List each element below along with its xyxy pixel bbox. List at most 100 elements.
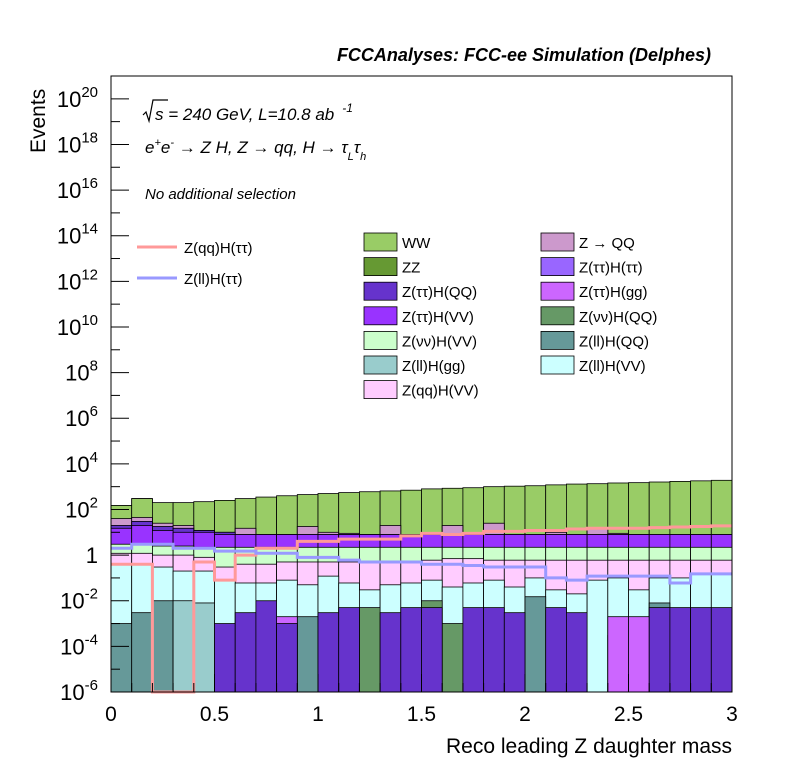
bar-z-ll-h-qq--1: [131, 612, 153, 693]
legend-label-4: Z(ττ)H(QQ): [402, 284, 477, 301]
bar-z-ll-h-gg--4: [193, 602, 215, 693]
svg-text:s = 240 GeV, L=10.8 ab-1: s = 240 GeV, L=10.8 ab -1: [155, 101, 353, 124]
bar-z-h-qq-low-17: [462, 607, 484, 693]
y-tick-label-0: 10-6: [60, 677, 98, 705]
y-tick-label-3: 1: [86, 543, 98, 568]
bar-z-h-qq-low-10: [317, 612, 340, 693]
legend-label-1: Z → QQ: [579, 235, 635, 252]
legend-label-8: Z(νν)H(VV): [402, 333, 477, 350]
legend-label-12: Z(qq)H(VV): [402, 383, 479, 400]
process-main: → Z H, Z → qq, H →: [174, 138, 341, 157]
x-tick-label-0: 0: [105, 703, 117, 726]
energy-s: s: [155, 105, 164, 124]
x-tick-label-4: 2: [519, 703, 531, 726]
bar-z-h-qq--16: [441, 623, 464, 693]
process-e1: e: [145, 138, 154, 157]
bar-z-h-qq-low-5: [214, 623, 236, 693]
energy-annotation: s = 240 GeV, L=10.8 ab -1: [142, 99, 353, 124]
legend-swatch-2: [363, 257, 398, 277]
y-tick-label-2: 10-2: [60, 586, 98, 614]
process-tau1: τ: [341, 138, 349, 157]
process-e2: e: [161, 138, 170, 157]
y-axis-ticks: 10-6 10-4 10-2 1 102 104 106 108 1010 1012 1014 101…: [57, 75, 129, 705]
bar-z-h-qq-low-26: [648, 607, 671, 693]
bar-z-h-qq-low-6: [234, 612, 257, 693]
x-tick-label-6: 3: [726, 703, 738, 726]
bar-z-h-qq-low-28: [690, 607, 712, 693]
legend-label-10: Z(ll)H(gg): [402, 358, 465, 375]
bar-z-h-qq-low-27: [669, 607, 692, 693]
y-tick-label-4: 102: [65, 494, 98, 522]
x-axis-ticks: 0 0.5 1 1.5 2 2.5 3: [105, 674, 738, 726]
legend-label-6: Z(ττ)H(VV): [402, 309, 474, 326]
legend-swatch-11: [540, 355, 575, 375]
legend-swatch-7: [540, 306, 575, 326]
signal-lines: [111, 524, 732, 694]
process-sup2: -: [170, 137, 174, 149]
bar-z-h-gg--24: [607, 616, 629, 693]
legend-label-2: ZZ: [402, 260, 420, 277]
legend: Z(qq)H(ττ) Z(ll)H(ττ) WW Z → QQ ZZ Z(ττ)H(ττ)…: [137, 232, 657, 400]
legend-label-5: Z(ττ)H(gg): [579, 284, 648, 301]
bar-z-h-gg--25: [628, 616, 650, 693]
legend-swatch-5: [540, 281, 575, 301]
bar-z-ll-h-qq--9: [296, 616, 319, 693]
legend-swatch-1: [540, 232, 575, 252]
legend-line-label-1: Z(ll)H(ττ): [184, 271, 243, 288]
legend-line-label-0: Z(qq)H(ττ): [184, 240, 253, 257]
bar-z-ll-h-gg--3: [172, 600, 195, 693]
bar-z-h-qq--12: [358, 607, 381, 693]
bar-z-h-qq-low-21: [545, 607, 567, 693]
bar-z-h-qq-low-11: [338, 607, 360, 693]
y-tick-label-7: 108: [65, 358, 98, 386]
y-tick-label-8: 1010: [57, 312, 98, 340]
legend-label-7: Z(νν)H(QQ): [579, 309, 657, 326]
process-sup1: +: [154, 137, 161, 149]
legend-swatch-12: [363, 380, 398, 400]
x-tick-label-2: 1: [312, 703, 324, 726]
bar-z-ll-h-qq--2: [151, 600, 174, 693]
y-tick-label-6: 106: [65, 403, 98, 431]
stacked-bars: [110, 479, 733, 693]
bar-z-h-qq-low-18: [483, 607, 505, 693]
bar-z-h-qq-low-29: [710, 607, 733, 693]
legend-swatch-4: [363, 281, 398, 301]
x-tick-label-1: 0.5: [200, 703, 229, 726]
bar-z-h-qq-low-14: [400, 607, 422, 693]
bar-z-ll-h-qq--0: [110, 623, 133, 693]
legend-label-3: Z(ττ)H(ττ): [579, 260, 643, 277]
legend-label-9: Z(ll)H(QQ): [579, 333, 649, 350]
signal-line-0: [111, 524, 732, 694]
selection-annotation: No additional selection: [145, 186, 296, 203]
bar-z-h-qq-low-19: [503, 612, 526, 693]
y-tick-label-1: 10-4: [60, 631, 98, 659]
process-sub1: L: [348, 151, 354, 163]
legend-label-0: WW: [402, 235, 431, 252]
energy-rest: = 240 GeV, L=10.8 ab: [164, 105, 335, 124]
legend-swatch-10: [363, 355, 398, 375]
y-tick-label-10: 1014: [57, 221, 98, 249]
x-tick-label-5: 2.5: [614, 703, 643, 726]
y-tick-label-5: 104: [65, 449, 98, 477]
y-axis-label: Events: [27, 89, 50, 153]
x-axis-label: Reco leading Z daughter mass: [446, 735, 732, 758]
bar-z-h-qq-low-7: [255, 600, 277, 693]
legend-swatch-8: [363, 330, 398, 350]
process-tau2: τ: [354, 138, 362, 157]
y-tick-label-13: 1020: [57, 84, 98, 112]
bar-z-ll-h-qq--20: [524, 596, 547, 693]
legend-swatch-3: [540, 257, 575, 277]
energy-sup: -1: [342, 101, 353, 115]
bar-z-h-qq-low-8: [276, 623, 298, 693]
sqrt-icon: [142, 99, 168, 124]
y-tick-label-12: 1018: [57, 129, 98, 157]
bar-z-h-qq-low-13: [379, 612, 402, 693]
header-title: FCCAnalyses: FCC-ee Simulation (Delphes): [337, 45, 711, 65]
bar-z-h-qq-low-15: [421, 607, 443, 693]
legend-swatch-9: [540, 330, 575, 350]
signal-line-1: [111, 542, 732, 585]
x-tick-label-3: 1.5: [407, 703, 436, 726]
bar-z-h-qq-low-22: [566, 612, 588, 693]
